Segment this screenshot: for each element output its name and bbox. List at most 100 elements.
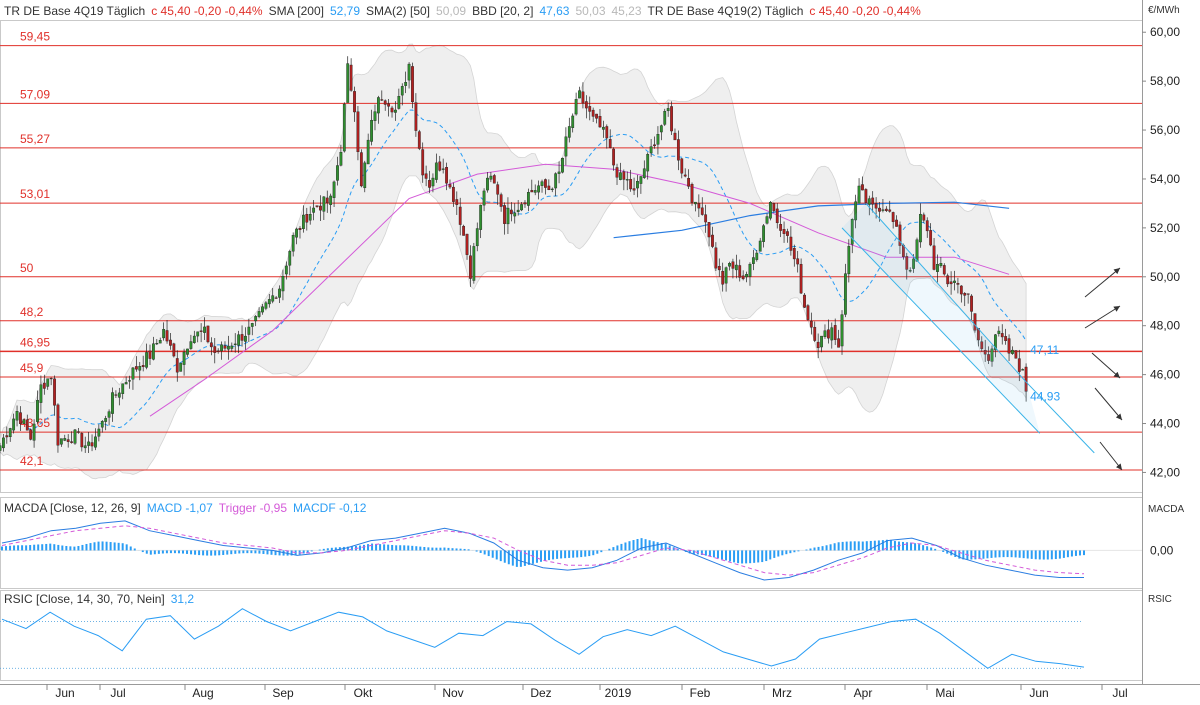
candle-body [861, 184, 864, 191]
header-item: 50,09 [436, 4, 467, 18]
candle-body [530, 190, 534, 193]
candle-body [441, 168, 445, 170]
candle-body [844, 273, 847, 315]
candle-body [878, 207, 881, 212]
candle-body [980, 341, 984, 349]
header-item: 47,63 [539, 4, 570, 18]
x-month-label: Jun [55, 686, 74, 700]
candle-body [175, 358, 179, 373]
candle-body [339, 152, 343, 166]
candle-body [244, 335, 247, 342]
header-item: 45,23 [611, 4, 642, 18]
main-panel-header: TR DE Base 4Q19 Täglich c 45,40 -0,20 -0,… [4, 4, 927, 18]
candle-body [94, 436, 97, 448]
macd-panel-header: MACDA [Close, 12, 26, 9] MACD -1,07 Trigge… [4, 501, 372, 515]
candle-body [1014, 350, 1018, 359]
candle-body [325, 197, 329, 203]
header-item: TR DE Base 4Q19 Täglich [4, 4, 146, 18]
candle-body [346, 63, 350, 103]
candle-body [199, 330, 203, 332]
candle-body [925, 220, 929, 232]
candle-body [994, 334, 997, 351]
candle-body [496, 184, 500, 195]
header-item: c 45,40 -0,20 -0,44% [151, 4, 263, 18]
candle-body [138, 366, 142, 371]
candle-body [591, 109, 595, 117]
candle-body [622, 171, 626, 180]
candle-body [451, 186, 455, 202]
candle-body [284, 265, 288, 275]
candle-body [700, 207, 704, 215]
header-item: SMA(2) [50] [366, 4, 431, 18]
level-label: 55,27 [20, 132, 50, 146]
candle-body [707, 222, 711, 238]
candle-body [387, 103, 391, 107]
candle-body [189, 341, 193, 349]
candle-body [738, 265, 742, 278]
candle-body [721, 270, 725, 285]
candle-body [315, 205, 319, 207]
candle-body [632, 188, 636, 191]
candle-body [867, 198, 871, 205]
candle-body [8, 428, 12, 438]
header-item: RSIC [Close, 14, 30, 70, Nein] [4, 592, 165, 606]
candle-body [114, 394, 118, 396]
channel-value-label: 44,93 [1030, 390, 1060, 404]
level-label: 42,1 [20, 454, 44, 468]
candle-body [380, 99, 384, 101]
candle-body [390, 107, 394, 113]
candle-body [2, 437, 5, 449]
header-item: MACDA [Close, 12, 26, 9] [4, 501, 141, 515]
candle-body [267, 299, 271, 305]
candle-body [595, 113, 598, 119]
candle-body [769, 202, 772, 219]
candle-body [772, 203, 776, 211]
candle-body [823, 330, 827, 337]
level-label: 57,09 [20, 87, 50, 101]
candle-body [557, 171, 561, 174]
candle-body [332, 181, 336, 198]
candle-body [936, 263, 939, 272]
candle-body [482, 190, 486, 206]
candle-body [564, 136, 568, 157]
candle-body [1024, 366, 1028, 392]
price-unit-label: €/MWh [1148, 5, 1180, 16]
candle-body [792, 248, 796, 260]
candle-body [639, 176, 643, 184]
candle-body [366, 139, 370, 165]
y-tick-label: 52,00 [1150, 221, 1180, 235]
candle-body [499, 194, 503, 207]
sma200-line [613, 201, 1010, 239]
candle-body [469, 255, 472, 279]
candle-body [475, 228, 479, 247]
candle-body [619, 172, 622, 180]
candle-body [717, 266, 721, 271]
candle-body [264, 302, 268, 309]
x-month-label: 2019 [605, 686, 632, 700]
candle-body [295, 228, 298, 238]
candle-body [895, 219, 898, 227]
candle-body [223, 345, 227, 349]
candle-body [400, 86, 404, 96]
header-item: 31,2 [170, 592, 195, 606]
candle-body [833, 325, 837, 340]
candle-body [724, 267, 728, 284]
candle-body [203, 326, 206, 333]
candle-body [220, 344, 223, 352]
candle-body [397, 96, 401, 109]
y-tick-label: 46,00 [1150, 368, 1180, 382]
candle-body [625, 179, 629, 181]
candle-body [956, 283, 960, 285]
candle-body [254, 316, 258, 322]
x-month-label: Jul [1112, 686, 1127, 700]
bollinger-middle-line [27, 109, 1027, 430]
candle-body [789, 236, 793, 251]
candle-body [799, 263, 803, 294]
candle-body [349, 64, 353, 91]
candle-body [803, 294, 806, 308]
candle-body [786, 231, 789, 236]
candle-body [612, 148, 616, 166]
candle-body [922, 214, 926, 221]
candle-body [966, 293, 970, 295]
